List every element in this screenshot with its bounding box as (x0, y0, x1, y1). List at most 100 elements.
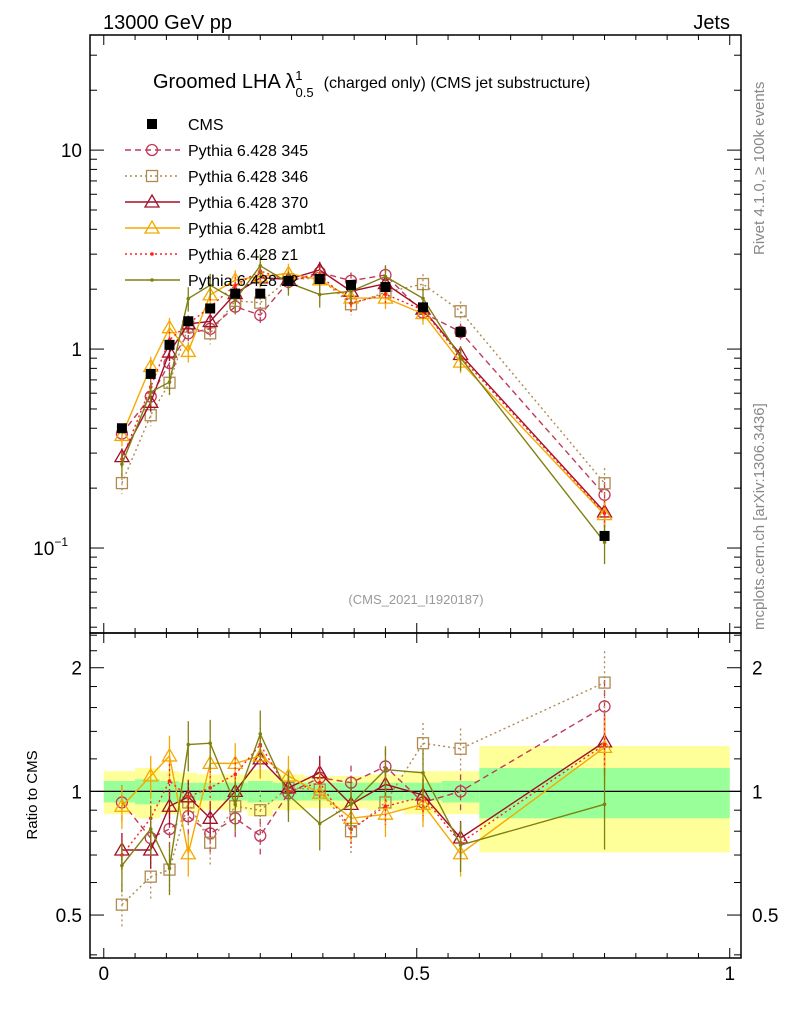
data-point (180, 845, 197, 860)
axes: 0 0.5 1 10 1 10−1 2 2 1 1 0.5 0.5 (33, 34, 778, 985)
legend-marker (143, 193, 161, 208)
data-point (233, 283, 238, 288)
data-point (454, 742, 467, 755)
cms-data-point (455, 326, 466, 337)
data-point (286, 793, 291, 797)
data-point (602, 540, 607, 545)
legend-marker (150, 252, 154, 256)
series-line (121, 264, 606, 543)
data-point (148, 827, 153, 831)
data-point (454, 785, 467, 798)
ratio-y-tick-label: 2 (71, 659, 82, 680)
ratio-y-tick-label: 0.5 (56, 906, 82, 927)
data-point (144, 870, 157, 883)
legend: CMS Pythia 6.428 345 Pythia 6.428 346 Pythi… (125, 117, 326, 290)
data-point (377, 289, 394, 304)
cms-data-point (230, 288, 241, 299)
data-point (161, 747, 178, 762)
series-line (121, 269, 606, 513)
data-point (598, 676, 611, 689)
data-point (186, 742, 191, 747)
data-point (383, 804, 388, 809)
x-tick-label: 0 (98, 964, 109, 985)
data-point (233, 772, 238, 777)
data-point (167, 380, 172, 384)
legend-label: Pythia 6.428 346 (188, 169, 308, 186)
cms-data-point (380, 282, 391, 293)
cms-data-point (116, 423, 127, 434)
data-point (317, 821, 322, 826)
data-point (383, 292, 388, 297)
series-line (121, 705, 605, 839)
legend-marker (145, 169, 159, 183)
data-point (454, 325, 467, 339)
data-point (602, 802, 607, 807)
data-point (596, 506, 613, 521)
cms-data-point (255, 288, 266, 299)
ratio-y-tick-label-right: 1 (752, 782, 763, 803)
data-point (349, 802, 353, 807)
data-point (233, 802, 238, 807)
data-point (115, 476, 129, 490)
data-point (416, 737, 430, 750)
data-point (113, 797, 131, 812)
ratio-ylabel: Ratio to CMS (24, 750, 41, 839)
data-point (383, 767, 388, 772)
data-point (421, 770, 425, 775)
series-line (121, 272, 606, 516)
data-point (148, 390, 153, 394)
x-tick-label: 1 (724, 964, 735, 985)
data-point (383, 274, 388, 279)
legend-label-cms: CMS (188, 117, 224, 134)
plot-lines (113, 254, 613, 928)
data-point (204, 836, 217, 849)
side-label-rivet: Rivet 4.1.0, ≥ 100k events (751, 82, 768, 255)
cms-data-point (418, 302, 429, 313)
ratio-panel (113, 651, 613, 928)
series-line (121, 277, 606, 484)
ratio-y-tick-label-right: 0.5 (752, 906, 778, 927)
data-point (602, 742, 607, 747)
cms-data-point (205, 303, 216, 314)
ratio-frame (89, 632, 742, 959)
data-point (598, 477, 611, 490)
data-point (317, 292, 322, 297)
data-point (186, 795, 191, 799)
data-point (254, 804, 267, 817)
data-point (252, 747, 269, 762)
data-point (142, 767, 159, 782)
data-point (311, 784, 328, 799)
data-point (377, 805, 394, 820)
legend-label: Pythia 6.428 z1 (188, 247, 298, 264)
series-line (121, 270, 606, 514)
legend-label: Pythia 6.428 345 (188, 143, 308, 160)
legend-marker (145, 143, 159, 157)
main-panel (113, 254, 613, 565)
data-point (115, 898, 129, 911)
side-label-mcplots: mcplots.cern.ch [arXiv:1306.3436] (751, 403, 768, 630)
data-point (454, 305, 467, 318)
header-right: Jets (693, 12, 730, 34)
series-line (121, 271, 606, 496)
cms-data-point (283, 275, 294, 286)
legend-marker (150, 278, 154, 282)
cms-data-point (314, 274, 325, 285)
data-point (120, 863, 124, 868)
series-line (121, 743, 605, 856)
data-point (208, 741, 212, 746)
data-point (202, 810, 219, 824)
x-tick-label: 0.5 (404, 964, 430, 985)
data-point (252, 268, 269, 283)
cms-data-point (164, 339, 175, 350)
cms-data-point (599, 530, 610, 541)
data-point (208, 283, 212, 287)
data-point (258, 263, 263, 268)
ratio-y-tick-label: 1 (71, 782, 82, 803)
data-point (120, 462, 124, 466)
y-tick-label: 1 (71, 340, 82, 361)
legend-marker (143, 219, 161, 234)
legend-label: Pythia 6.428 370 (188, 195, 308, 212)
data-point (161, 797, 178, 812)
legend-label: Pythia 6.428 z2 (188, 273, 298, 290)
y-tick-label: 10−1 (33, 535, 68, 560)
